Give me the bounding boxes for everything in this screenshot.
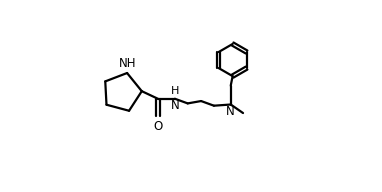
Text: O: O — [153, 120, 162, 133]
Text: N: N — [227, 105, 235, 118]
Text: N: N — [170, 99, 179, 112]
Text: H: H — [171, 86, 179, 96]
Text: NH: NH — [119, 57, 137, 70]
